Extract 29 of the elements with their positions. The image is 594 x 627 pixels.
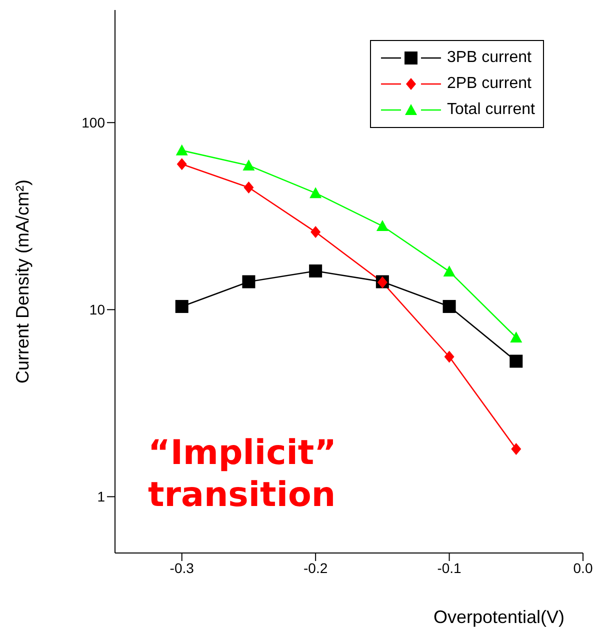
legend-label: 2PB current — [446, 75, 532, 93]
legend-label: Total current — [446, 101, 535, 119]
point — [310, 187, 322, 198]
point — [244, 181, 254, 194]
point — [176, 158, 187, 170]
y-axis-title: Current Density (mA/cm²) — [12, 179, 32, 384]
x-tick-label: -0.2 — [304, 560, 328, 576]
point — [175, 300, 188, 313]
point — [242, 275, 256, 288]
point — [309, 264, 322, 278]
point — [242, 159, 255, 170]
legend-label: 3PB current — [446, 49, 532, 67]
point — [442, 300, 456, 313]
point — [176, 144, 188, 156]
point — [510, 354, 523, 368]
point — [444, 350, 454, 363]
point — [310, 226, 321, 238]
x-axis-title: Overpotential(V) — [433, 607, 565, 627]
point — [511, 442, 522, 455]
x-tick-label: 0.0 — [573, 560, 593, 576]
point — [510, 331, 522, 342]
point — [443, 265, 456, 276]
x-tick-label: -0.1 — [437, 560, 462, 576]
annotation: “Implicit” transition — [148, 432, 338, 516]
point — [376, 220, 388, 232]
y-tick-label: 100 — [82, 114, 106, 131]
y-tick-label: 1 — [97, 488, 106, 505]
x-tick-label: -0.3 — [170, 560, 194, 576]
y-tick-label: 10 — [89, 302, 106, 318]
